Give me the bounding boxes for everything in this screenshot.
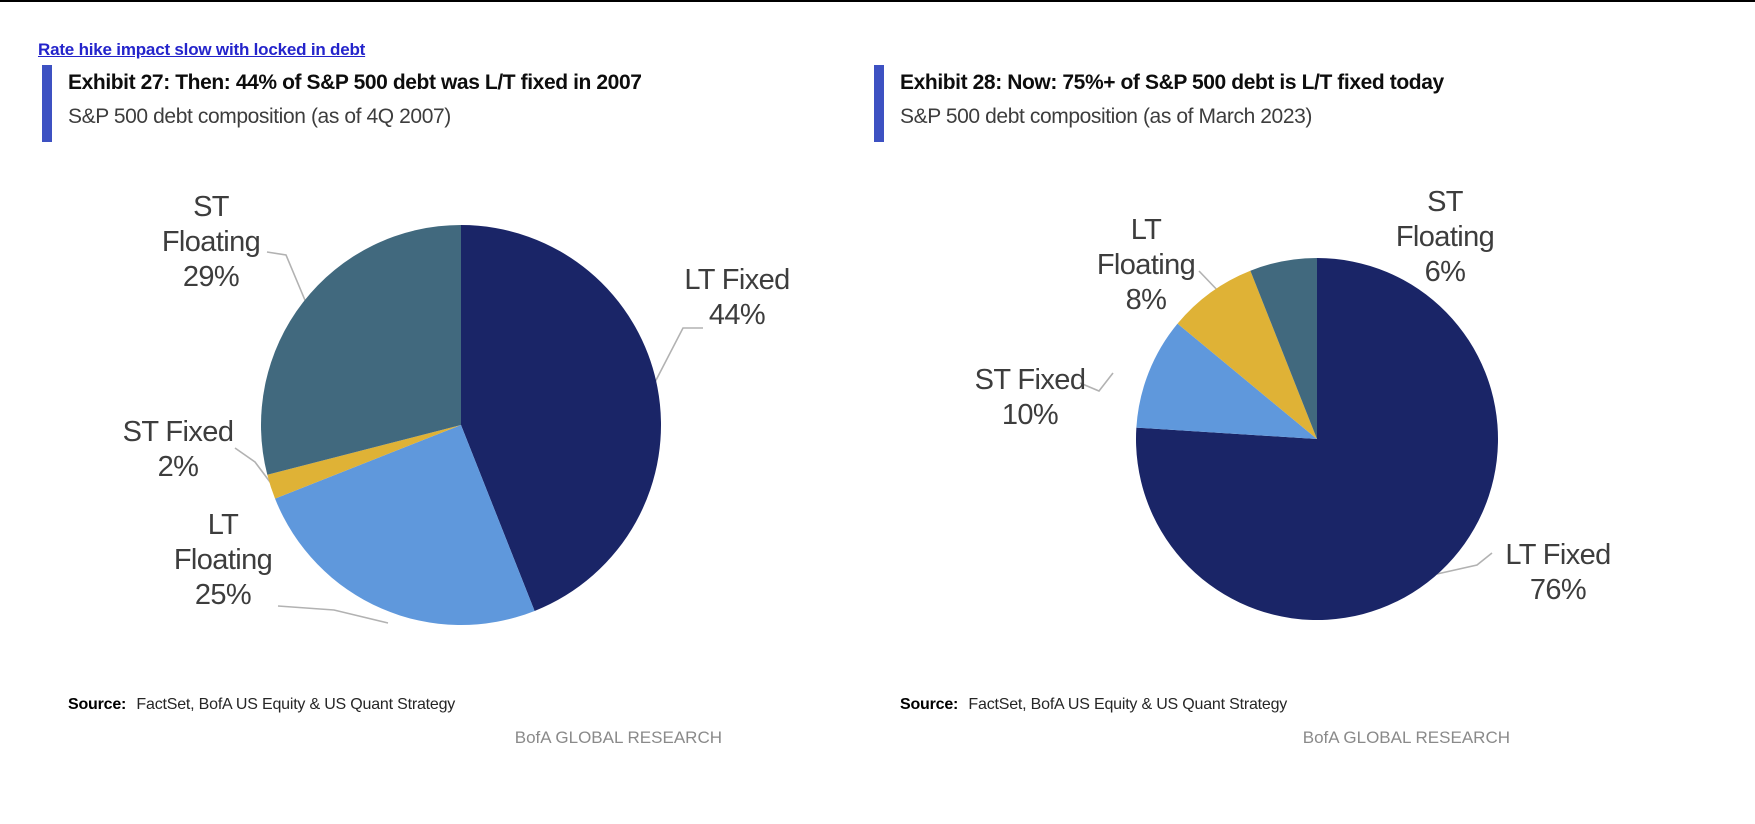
slice-label-line: Floating (173, 544, 273, 576)
slice-label-line: 6% (1424, 256, 1466, 288)
slice-label-line: 10% (1001, 399, 1059, 431)
pie-slice-st-fixed (267, 425, 461, 499)
slice-label-line: 44% (708, 299, 766, 331)
slice-label-lt-fixed: LT Fixed 44% (652, 263, 822, 333)
exhibit-subtitle: S&P 500 debt composition (as of 4Q 2007) (68, 105, 451, 128)
report-link[interactable]: Rate hike impact slow with locked in deb… (38, 40, 366, 59)
accent-bar (42, 65, 52, 142)
source-text: FactSet, BofA US Equity & US Quant Strat… (968, 696, 1288, 713)
pie-slice-st-fixed (1136, 323, 1317, 439)
slice-label-st-floating: ST Floating 6% (1365, 185, 1525, 290)
exhibit-subtitle: S&P 500 debt composition (as of March 20… (900, 105, 1312, 128)
slice-label-line: Floating (1395, 221, 1495, 253)
slice-label-line: 2% (157, 451, 199, 483)
slice-label-line: LT (1130, 214, 1162, 246)
slice-label-line: ST Fixed (974, 364, 1086, 396)
slice-label-line: LT Fixed (1505, 539, 1611, 571)
exhibit-title: Exhibit 27: Then: 44% of S&P 500 debt wa… (68, 71, 642, 94)
source-label: Source: (68, 696, 127, 713)
slice-label-line: 29% (182, 261, 240, 293)
pie-slice-lt-floating (275, 425, 535, 626)
source-line: Source: FactSet, BofA US Equity & US Qua… (68, 696, 455, 714)
slice-label-st-floating: ST Floating 29% (126, 190, 296, 295)
slice-label-st-fixed: ST Fixed 2% (103, 415, 253, 485)
source-label: Source: (900, 696, 959, 713)
research-footer: BofA GLOBAL RESEARCH (1302, 728, 1510, 747)
slice-label-line: LT (207, 509, 239, 541)
slice-label-line: LT Fixed (684, 264, 790, 296)
slice-label-line: 25% (194, 579, 252, 611)
accent-bar (874, 65, 884, 142)
slice-label-line: ST (1427, 186, 1463, 218)
source-line: Source: FactSet, BofA US Equity & US Qua… (900, 696, 1287, 714)
slice-label-line: ST (193, 191, 229, 223)
slice-label-lt-floating: LT Floating 25% (138, 508, 308, 613)
slice-label-line: 8% (1125, 284, 1167, 316)
slice-label-lt-floating: LT Floating 8% (1066, 213, 1226, 318)
pie-slice-st-floating (1250, 258, 1317, 439)
leader-line-lt-fixed (652, 327, 703, 387)
exhibit-title: Exhibit 28: Now: 75%+ of S&P 500 debt is… (900, 71, 1444, 94)
research-footer: BofA GLOBAL RESEARCH (514, 728, 722, 747)
slice-label-line: Floating (1096, 249, 1196, 281)
slice-label-st-fixed: ST Fixed 10% (955, 363, 1105, 433)
slice-label-line: Floating (161, 226, 261, 258)
pie-slice-lt-fixed (461, 225, 662, 611)
slice-label-line: ST Fixed (122, 416, 234, 448)
slice-label-line: 76% (1529, 574, 1587, 606)
source-text: FactSet, BofA US Equity & US Quant Strat… (136, 696, 456, 713)
slice-label-lt-fixed: LT Fixed 76% (1478, 538, 1638, 608)
